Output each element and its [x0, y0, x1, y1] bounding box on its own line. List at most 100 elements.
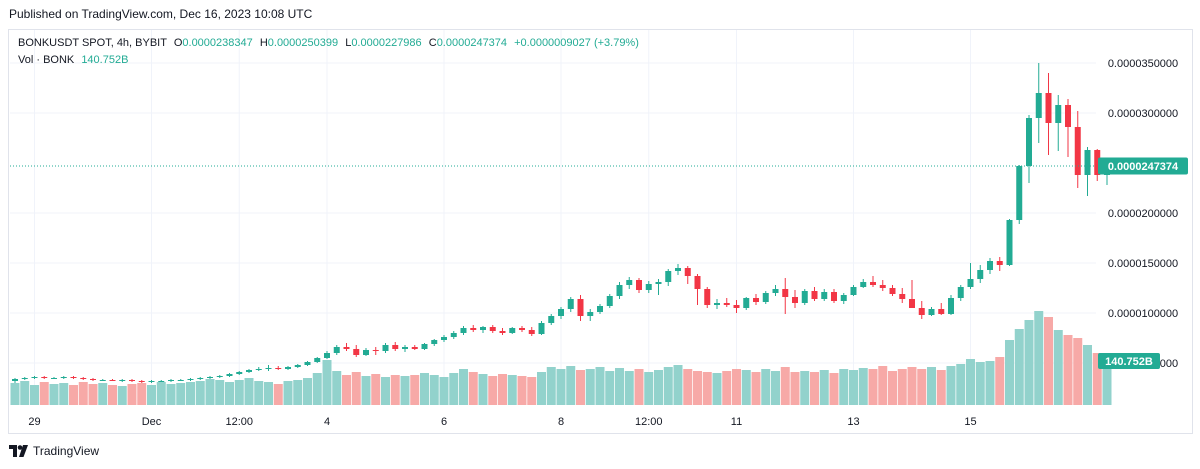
candle	[665, 269, 672, 286]
candle-body	[70, 377, 77, 378]
volume-bar	[927, 367, 936, 405]
candle	[558, 307, 564, 319]
candle-body	[80, 378, 87, 379]
volume-bar	[59, 383, 69, 405]
candle-body	[1045, 93, 1052, 123]
candle	[753, 294, 759, 305]
volume-bar	[147, 385, 156, 405]
candle	[372, 347, 379, 355]
volume-bar	[400, 376, 410, 405]
price-axis: 0.0000350000 0.0000300000 0.0000200000 0.00…	[1108, 58, 1178, 370]
candle	[1065, 99, 1071, 157]
candle-body	[489, 327, 496, 331]
low-label: L	[345, 37, 352, 49]
candle-body	[421, 344, 428, 349]
candle	[470, 325, 477, 332]
candle	[499, 328, 506, 335]
candle	[723, 298, 730, 307]
candle	[519, 326, 525, 332]
candle	[821, 289, 828, 301]
volume-bar	[98, 383, 108, 405]
close-value: 0.0000247374	[436, 37, 508, 49]
time-axis: 29 Dec 12:00 4 6 8 12:00 11 13 15	[28, 416, 976, 428]
volume-bar	[995, 357, 1005, 405]
candle	[90, 378, 96, 381]
candle	[304, 361, 311, 366]
volume-bar	[30, 385, 39, 405]
volume-bar	[800, 371, 810, 405]
candle-body	[626, 280, 633, 285]
candle-body	[12, 379, 18, 381]
candle	[431, 339, 438, 346]
volume-bar	[127, 384, 137, 405]
chart-frame[interactable]	[8, 29, 1193, 434]
volume-bar	[624, 371, 634, 405]
candle	[509, 327, 516, 334]
candle-body	[363, 350, 369, 355]
volume-bar	[117, 386, 127, 405]
candle	[616, 282, 623, 299]
candle-body	[528, 330, 535, 334]
volume-bar	[273, 384, 283, 405]
candle	[177, 379, 184, 381]
volume-bar	[488, 376, 498, 405]
gridlines	[10, 30, 1096, 405]
candle-body	[928, 309, 935, 315]
candle	[655, 279, 662, 295]
candle	[850, 285, 857, 296]
candle	[782, 278, 789, 314]
tradingview-logo-icon	[9, 445, 28, 457]
candle	[606, 294, 613, 308]
x-tick-label: 15	[964, 416, 976, 428]
candle-body	[402, 347, 408, 349]
candle-body	[860, 282, 867, 287]
price-badge-text: 0.0000247374	[1108, 161, 1179, 173]
volume-bar	[459, 369, 468, 405]
volume-bar	[176, 383, 186, 405]
candle-body	[519, 328, 525, 330]
candle	[987, 258, 993, 274]
published-text: Published on TradingView.com, Dec 16, 20…	[9, 7, 313, 21]
candle	[928, 307, 935, 316]
volume-bar	[69, 385, 78, 405]
candle-body	[996, 261, 1003, 265]
volume-bar	[225, 382, 234, 405]
candle	[587, 309, 594, 321]
x-tick-label: Dec	[142, 416, 162, 428]
candle	[129, 379, 135, 382]
candle	[1045, 73, 1052, 155]
open-value: 0.0000238347	[182, 37, 253, 49]
candle	[450, 331, 457, 339]
volume-bar	[761, 369, 771, 405]
volume-bar	[780, 367, 790, 405]
candle	[801, 289, 808, 305]
candle-body	[197, 378, 204, 379]
candle-body	[879, 285, 886, 288]
candle-body	[246, 370, 252, 372]
volume-bar	[956, 364, 966, 405]
volume-bar	[605, 371, 615, 405]
tradingview-brand: TradingView	[33, 444, 100, 458]
candle-body	[1016, 166, 1023, 220]
volume-bar	[1014, 329, 1024, 405]
volume-bar	[897, 369, 907, 405]
candle	[694, 274, 701, 305]
candle-body	[704, 289, 711, 305]
candle-body	[158, 381, 165, 382]
candle	[743, 297, 750, 310]
volume-bar	[186, 382, 195, 405]
candle-body	[324, 353, 330, 358]
volume-bar	[751, 372, 761, 405]
volume-bar	[264, 382, 273, 405]
candle-body	[1026, 118, 1032, 166]
candle-body	[616, 285, 623, 296]
volume-bar	[517, 376, 527, 405]
volume-bar	[254, 381, 264, 405]
volume-bar	[907, 367, 917, 405]
candle	[314, 357, 321, 363]
candle	[21, 377, 28, 380]
volume-bar	[303, 378, 312, 405]
candle-body	[558, 309, 564, 316]
volume-bar	[381, 377, 390, 405]
